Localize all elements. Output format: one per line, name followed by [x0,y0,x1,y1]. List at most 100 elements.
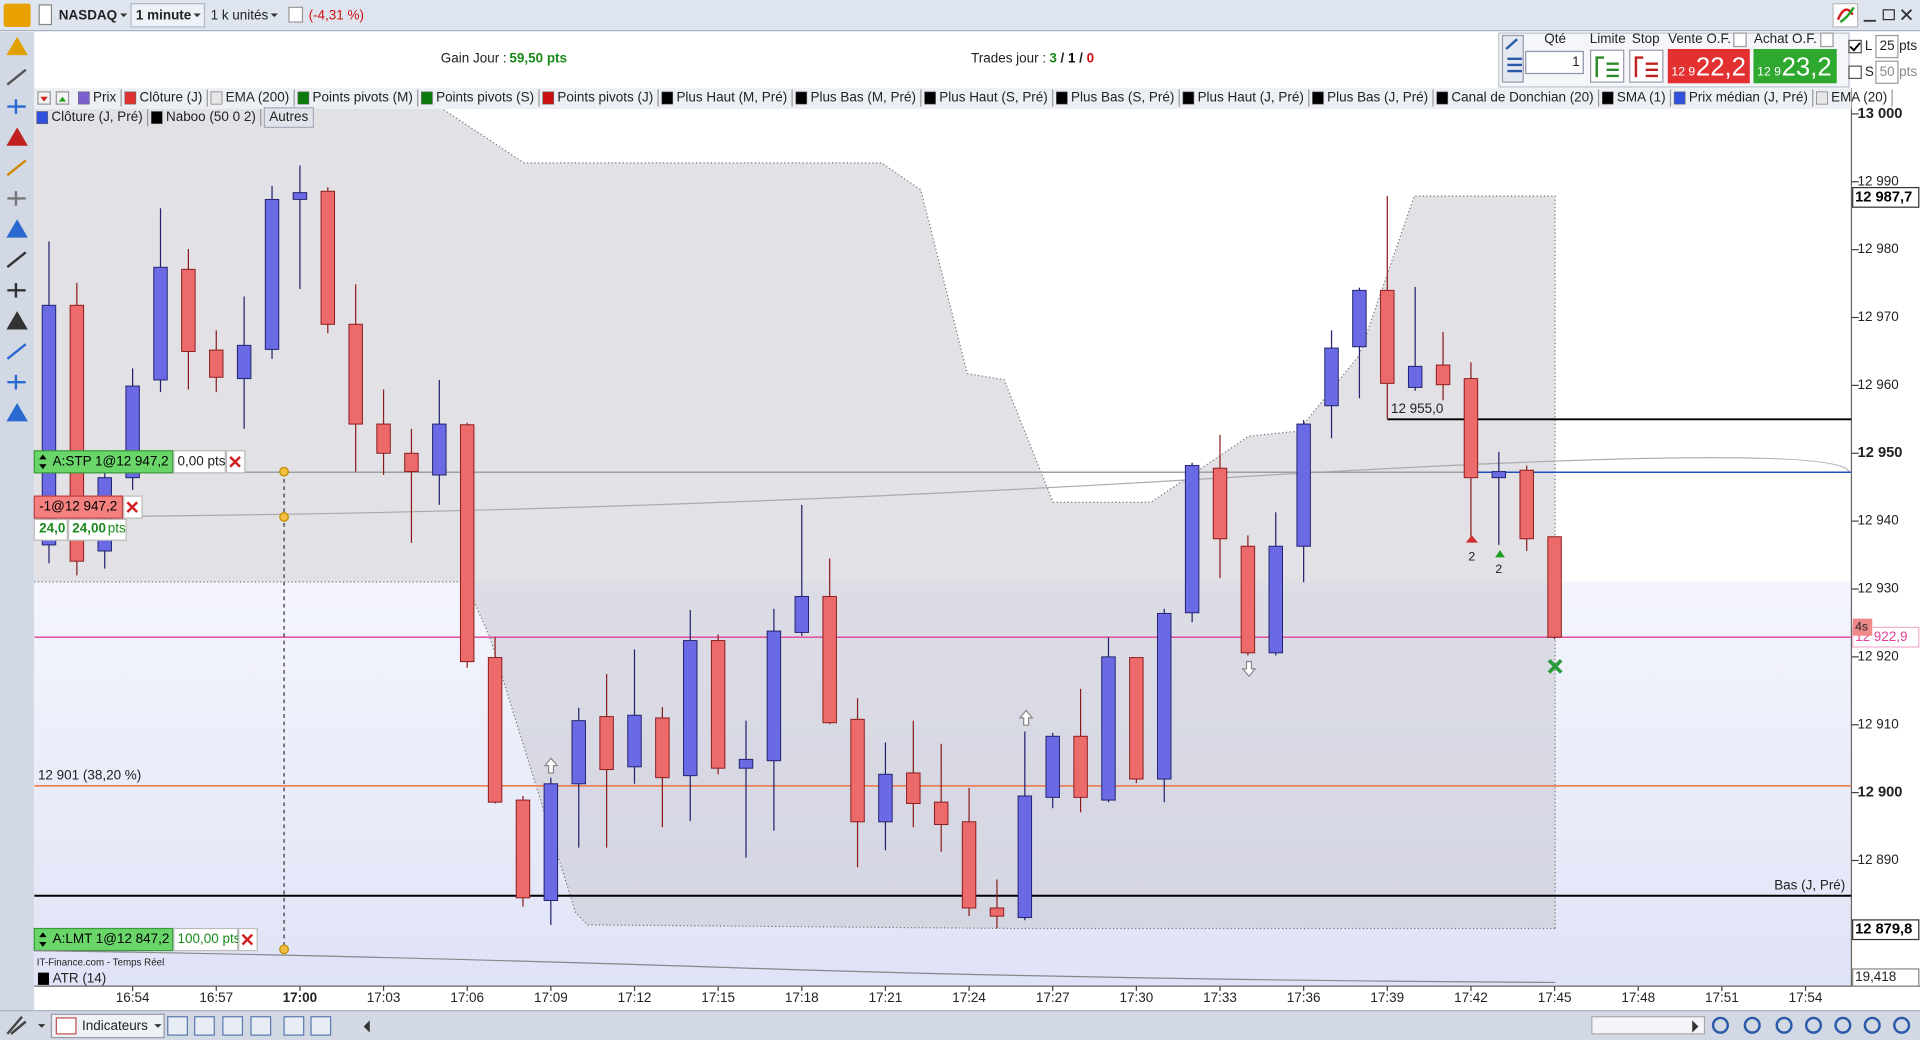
zoom-tool[interactable] [1834,1016,1852,1034]
legend-swatch[interactable] [297,91,310,105]
demo-icon [3,3,31,27]
legend-item[interactable]: Clôture (J, Pré) [51,109,142,124]
legend-item[interactable]: EMA (20) [1831,90,1887,105]
wrench-icon [1505,38,1523,73]
x-tick-label: 17:45 [1538,990,1572,1005]
zoom-tool[interactable] [1863,1016,1881,1034]
zoom-tool[interactable] [1775,1016,1793,1034]
legend-swatch[interactable] [210,91,223,105]
others-button-label: Autres [269,109,308,124]
legend-item[interactable]: Plus Haut (M, Pré) [676,90,787,105]
draw-icon[interactable] [6,1015,27,1035]
candle-body [1073,735,1088,798]
position-points-box [33,518,68,541]
others-button[interactable] [263,107,314,129]
legend-item[interactable]: Plus Bas (J, Pré) [1327,90,1428,105]
legend-item[interactable]: EMA (200) [226,90,290,105]
legend-item[interactable]: Plus Bas (S, Pré) [1071,90,1174,105]
legend-item[interactable]: Canal de Donchian (20) [1451,90,1593,105]
zoom-tool[interactable] [1711,1016,1729,1034]
legend-item[interactable]: Prix [93,90,116,105]
x-tick-label: 17:33 [1203,990,1237,1005]
legend-swatch[interactable] [1816,91,1828,105]
zoom-tool[interactable] [1804,1016,1823,1034]
legend-swatch[interactable] [1673,91,1686,105]
y-tick-label: 12 900 [1858,784,1903,800]
legend-swatch[interactable] [1601,91,1614,105]
legend-item[interactable]: Plus Haut (J, Pré) [1198,90,1304,105]
candle-body [1129,657,1144,780]
sell-label: Vente O.F. [1668,31,1731,46]
exit-marker [1547,658,1563,674]
legend-swatch[interactable] [924,91,936,105]
bottom-tool[interactable] [283,1016,305,1036]
x-tick-label: 17:51 [1705,990,1739,1005]
legend-item[interactable]: Naboo (50 0 2) [166,109,256,124]
scroll-left[interactable] [363,1020,370,1033]
trade-marker [1495,550,1505,558]
s-checkbox[interactable] [1848,65,1862,80]
bottom-tool[interactable] [167,1016,188,1036]
candle-body [1435,364,1451,386]
legend-swatch[interactable] [542,91,555,105]
legend-item[interactable]: Points pivots (S) [436,90,534,105]
legend-swatch[interactable] [1182,91,1195,105]
bottom-tool[interactable] [250,1016,272,1036]
legend-swatch[interactable] [1312,91,1324,105]
bottom-tool[interactable] [194,1016,215,1036]
legend-swatch[interactable] [150,111,163,125]
restore-button[interactable] [1882,9,1895,21]
limit-order-tag[interactable] [33,927,174,952]
order-anchor [279,466,289,477]
bottom-tool[interactable] [310,1016,332,1036]
indicators-button[interactable] [50,1013,165,1039]
sell-button[interactable] [1667,48,1750,84]
change: (-4,31 %) [309,7,364,22]
legend-swatch[interactable] [78,91,90,105]
zoom-tool[interactable] [1893,1016,1911,1034]
s-label: S [1865,64,1874,79]
qty-input[interactable] [1525,50,1584,75]
candle-body [1352,289,1367,348]
legend-item[interactable]: Points pivots (M) [313,90,413,105]
close-button[interactable] [1900,9,1913,21]
l-input[interactable] [1875,34,1899,59]
candle-body [487,657,503,803]
plot-area: 12 955,0 12 901 (38,20 %) Bas (J, Pré) 2 2 [34,109,1852,955]
units[interactable]: 1 k unités [211,7,269,22]
position-tag[interactable] [33,495,124,519]
scrollbar[interactable] [1591,1016,1706,1035]
dropdown [154,1024,162,1028]
bottom-tool[interactable] [222,1016,244,1036]
info-icon [1733,32,1747,48]
atr-value-box [1852,968,1920,987]
y-tick-label: 12 970 [1858,309,1899,324]
legend-swatch[interactable] [421,91,433,105]
legend-item[interactable]: Plus Haut (S, Pré) [939,90,1048,105]
s-input[interactable] [1875,60,1899,84]
stop-order-tag[interactable] [33,450,174,474]
candle-body [794,595,810,633]
legend-item[interactable]: Points pivots (J) [557,90,653,105]
candle-body [571,720,586,785]
tool-icon [7,282,26,298]
period-box[interactable] [130,3,206,28]
legend-swatch[interactable] [124,91,137,105]
legend-swatch[interactable] [1056,91,1068,105]
buy-button[interactable] [1753,48,1837,84]
legend-item[interactable]: Plus Bas (M, Pré) [810,90,916,105]
stop-label: Stop [1632,31,1660,46]
legend-item[interactable]: Clôture (J) [140,90,203,105]
legend-swatch[interactable] [795,91,808,105]
legend-swatch[interactable] [1436,91,1449,105]
legend-swatch[interactable] [36,111,49,125]
zoom-tool[interactable] [1743,1016,1761,1034]
legend-swatch[interactable] [661,91,674,105]
limit-pnl: 100,00 pts [178,931,241,946]
legend-item[interactable]: Prix médian (J, Pré) [1689,90,1808,105]
scroll-right[interactable] [1692,1020,1699,1033]
legend-item[interactable]: SMA (1) [1617,90,1666,105]
trades-label: Trades jour : [971,50,1046,65]
indicators-icon [55,1017,77,1035]
instrument[interactable]: NASDAQ [59,7,117,22]
